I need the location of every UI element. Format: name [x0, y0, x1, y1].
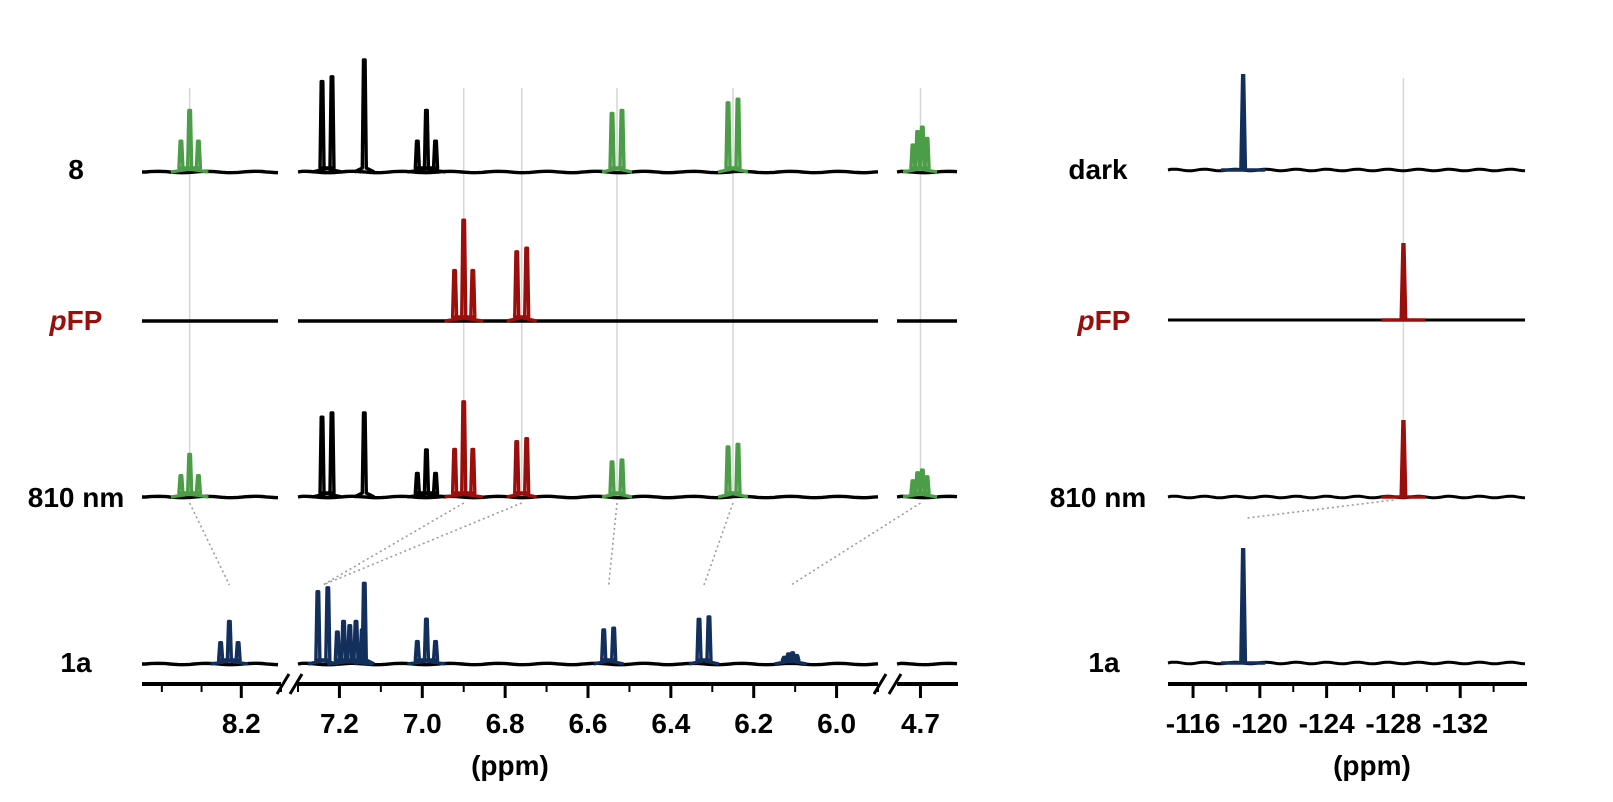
f-spectrum-row-pfp	[1168, 243, 1525, 322]
x-tick-label-1h: 4.7	[901, 708, 940, 739]
row-label-pfp: pFP	[49, 305, 103, 336]
f-peak-1a	[1239, 74, 1248, 171]
peak-none-7.14	[353, 411, 376, 499]
peak-8-4.7	[902, 125, 938, 174]
peak-1a-6.32	[688, 615, 720, 666]
peak-8-6.53	[601, 458, 633, 499]
peak-pFP-6.76	[506, 437, 538, 499]
x-tick-label-19f: -116	[1166, 708, 1221, 739]
x-tick-label-1h: 6.8	[486, 708, 525, 739]
spectrum-row-1a	[142, 581, 958, 667]
peak-1a-6.11	[774, 651, 808, 666]
f-row-label-pfp: pFP	[1077, 305, 1131, 336]
correlation-line	[607, 502, 618, 586]
tick-labels: 8.2 7.2 7.0 6.8 6.6 6.4 6.2 6.0 4.7 -116 -120 -124-…	[222, 708, 1488, 739]
x-tick-label-19f: -128	[1365, 708, 1421, 739]
f-row-label-1a: 1a	[1088, 647, 1120, 678]
row-label-810nm: 810 nm	[28, 482, 125, 513]
f-spectrum-row-810-nm	[1167, 420, 1526, 500]
spectrum-row-8	[142, 58, 958, 175]
baseline-segment	[297, 169, 879, 175]
peak-none-6.99	[407, 108, 446, 174]
peak-none-7.23	[311, 411, 343, 499]
guide-lines	[188, 78, 1405, 497]
peak-1a-8.23	[210, 619, 249, 666]
x-tick-label-1h: 6.4	[651, 708, 690, 739]
f-spectrum-row-dark	[1167, 74, 1526, 173]
peak-pFP-6.76	[506, 246, 538, 323]
x-tick-label-19f: -120	[1232, 708, 1288, 739]
x-tick-label-1h: 8.2	[222, 708, 261, 739]
f-row-label-dark: dark	[1068, 154, 1128, 185]
axis-break-mark	[275, 673, 291, 695]
baseline-segment	[297, 494, 879, 500]
baseline-segment	[142, 494, 279, 500]
peak-none-6.99	[407, 448, 446, 499]
spectrum-row-810-nm	[142, 400, 958, 500]
correlation-line	[322, 502, 465, 586]
row-label-8: 8	[68, 154, 84, 185]
x-axis-title-19f: (ppm)	[1333, 750, 1411, 781]
peak-8-6.53	[601, 108, 633, 174]
axis-break-mark	[288, 673, 304, 695]
peak-8-8.33	[170, 452, 209, 499]
f-peak-1a	[1239, 548, 1248, 664]
peak-pFP-6.9	[444, 400, 484, 499]
f-peak-pFP	[1399, 243, 1408, 321]
x-tick-label-1h: 6.0	[817, 708, 856, 739]
peak-8-8.33	[170, 108, 209, 174]
f-row-label-810nm: 810 nm	[1050, 482, 1147, 513]
peak-none-7.23	[311, 75, 343, 174]
peak-1a-7.14	[353, 581, 376, 666]
axis-break-mark	[872, 673, 888, 695]
correlation-line	[703, 502, 734, 586]
axes	[142, 673, 1527, 698]
peak-8-6.25	[717, 442, 749, 499]
x-tick-label-19f: -124	[1299, 708, 1355, 739]
peak-8-6.25	[717, 97, 749, 174]
x-tick-label-1h: 7.0	[403, 708, 442, 739]
x-axis-title-1h: (ppm)	[471, 750, 549, 781]
peak-1a-7.24	[307, 586, 339, 666]
spectra-traces	[142, 58, 1526, 667]
x-tick-label-1h: 6.2	[734, 708, 773, 739]
peak-none-7.14	[353, 58, 376, 174]
x-tick-label-1h: 6.6	[569, 708, 608, 739]
baseline-segment	[896, 661, 958, 667]
correlation-lines	[188, 499, 1394, 586]
spectrum-row-pfp	[142, 218, 957, 323]
peak-8-4.7	[902, 468, 938, 499]
correlation-line	[322, 502, 523, 586]
x-tick-label-1h: 7.2	[320, 708, 359, 739]
correlation-line	[790, 502, 921, 586]
f-peak-pFP	[1399, 420, 1408, 498]
correlation-line-19f	[1247, 499, 1394, 519]
f-spectrum-row-1a	[1167, 548, 1526, 666]
peak-1a-6.99	[407, 617, 446, 666]
correlation-line	[188, 502, 231, 586]
baseline-segment	[142, 661, 279, 667]
baseline-segment	[142, 169, 279, 175]
axis-break-mark	[887, 673, 903, 695]
peak-1a-6.55	[593, 626, 625, 666]
peak-pFP-6.9	[444, 218, 484, 323]
row-label-1a: 1a	[60, 647, 92, 678]
f-baseline	[1167, 494, 1526, 500]
x-tick-label-19f: -132	[1432, 708, 1488, 739]
